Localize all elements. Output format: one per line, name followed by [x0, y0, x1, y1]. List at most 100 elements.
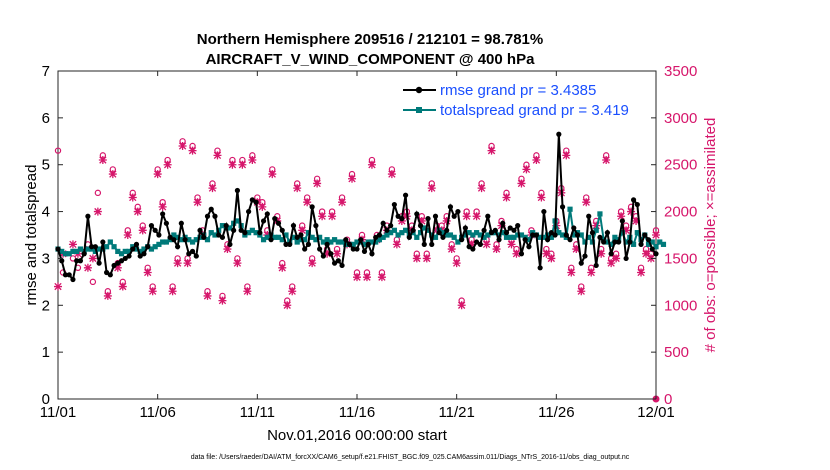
chart-title-line2: AIRCRAFT_V_WIND_COMPONENT @ 400 hPa [206, 51, 536, 68]
obs-assimilated-point [377, 273, 386, 282]
obs-assimilated-point [288, 287, 297, 296]
rmse-point [410, 227, 416, 233]
totalspread-point [85, 246, 91, 252]
obs-assimilated-point [507, 240, 516, 249]
rmse-point [444, 227, 450, 233]
totalspread-point [283, 232, 289, 238]
rmse-series [55, 131, 659, 283]
totalspread-point [354, 239, 360, 245]
rmse-point [429, 241, 435, 247]
totalspread-point [70, 248, 76, 254]
obs-assimilated-point [348, 174, 357, 183]
obs-assimilated-point [477, 184, 486, 193]
rmse-point [455, 208, 461, 215]
rmse-point [500, 220, 506, 226]
rmse-point [309, 204, 315, 210]
obs-assimilated-point [98, 156, 107, 165]
totalspread-point [208, 230, 214, 236]
rmse-point [201, 234, 207, 240]
obs-assimilated-point [243, 287, 252, 296]
obs-assimilated-point [298, 226, 307, 235]
totalspread-point [115, 248, 121, 254]
rmse-point [260, 218, 267, 224]
rmse-point [627, 239, 633, 245]
totalspread-point [350, 241, 356, 247]
obs-assimilated-point [278, 263, 287, 272]
totalspread-point [571, 232, 577, 238]
totalspread-point [137, 248, 143, 254]
obs-possible-point [89, 278, 97, 286]
totalspread-point [59, 248, 65, 254]
x-tick-label: 11/06 [139, 404, 175, 421]
rmse-point [462, 225, 468, 231]
totalspread-point [141, 246, 147, 252]
rmse-point [406, 234, 412, 240]
obs-assimilated-point [268, 170, 277, 179]
rmse-point [133, 241, 140, 247]
rmse-point [361, 248, 368, 254]
rmse-point [171, 237, 177, 243]
rmse-point [559, 204, 566, 210]
totalspread-point [515, 232, 521, 238]
rmse-point [126, 253, 132, 259]
rmse-point [145, 244, 151, 250]
totalspread-point [556, 230, 562, 236]
rmse-point [642, 232, 648, 238]
obs-assimilated-point [238, 160, 247, 169]
rmse-point [167, 234, 173, 240]
rmse-point [193, 253, 199, 259]
rmse-point [219, 234, 226, 240]
rmse-point [231, 227, 237, 233]
rmse-point [522, 237, 528, 243]
obs-assimilated-point [627, 207, 636, 216]
rmse-point [556, 131, 562, 137]
rmse-point [305, 241, 312, 247]
totalspread-point [96, 246, 102, 252]
rmse-point [365, 241, 371, 247]
rmse-point [85, 213, 91, 219]
totalspread-point [586, 234, 592, 240]
obs-assimilated-point [532, 156, 541, 165]
obs-assimilated-point [218, 296, 227, 305]
totalspread-point [279, 237, 285, 243]
rmse-point [227, 241, 233, 247]
rmse-point [249, 197, 255, 203]
obs-assimilated-point [233, 259, 242, 268]
legend-spread-marker [416, 107, 422, 113]
rmse-point [578, 260, 584, 266]
rmse-point [485, 213, 491, 219]
obs-assimilated-point [118, 282, 127, 291]
rmse-point [350, 246, 356, 252]
rmse-point [634, 201, 640, 208]
obs-assimilated-point [487, 146, 496, 155]
rmse-point [62, 272, 69, 278]
rmse-point [358, 237, 364, 243]
obs-assimilated-point [452, 259, 461, 268]
totalspread-point [118, 251, 125, 257]
totalspread-point [305, 230, 312, 236]
obs-count-layer [54, 138, 660, 403]
footnote: data file: /Users/raeder/DAI/ATM_forcXX/… [191, 454, 630, 461]
totalspread-point [604, 239, 611, 245]
obs-assimilated-point [597, 249, 606, 258]
totalspread-point [264, 234, 270, 240]
legend-rmse-marker [415, 86, 423, 94]
obs-assimilated-point [258, 202, 267, 211]
rmse-point [597, 234, 603, 240]
totalspread-point [503, 234, 510, 240]
obs-assimilated-point [188, 146, 197, 155]
totalspread-point [320, 239, 326, 245]
obs-assimilated-point [308, 259, 317, 268]
totalspread-point [193, 237, 199, 243]
rmse-point [481, 227, 487, 233]
obs-assimilated-point [607, 259, 616, 268]
totalspread-point [421, 225, 427, 231]
rmse-point [160, 211, 166, 217]
rmse-point [216, 232, 222, 238]
rmse-point [70, 276, 76, 283]
totalspread-point [455, 239, 461, 245]
rmse-point [290, 223, 297, 229]
totalspread-point [272, 234, 278, 240]
rmse-point [582, 253, 588, 259]
rmse-point [604, 230, 611, 236]
